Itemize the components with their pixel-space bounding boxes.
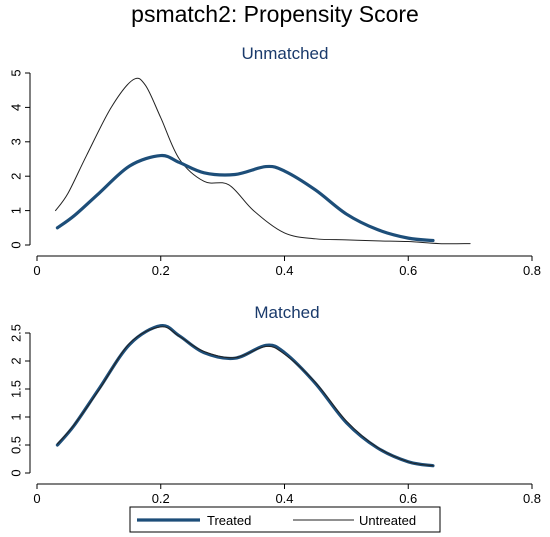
unmatched-panel-title: Unmatched — [242, 44, 329, 63]
matched-treated-density-line — [55, 323, 435, 468]
unmatched-x-tick-label: 0.8 — [523, 263, 541, 278]
matched-y-tick-label: 1 — [8, 413, 23, 420]
legend-label-treated: Treated — [207, 513, 251, 528]
matched-y-tick-label: 2 — [8, 357, 23, 364]
matched-y-tick-label: 2.5 — [8, 324, 23, 342]
matched-y-tick-label: 0.5 — [8, 436, 23, 454]
matched-untreated-density-line — [56, 326, 434, 467]
unmatched-y-tick-label: 5 — [8, 69, 23, 76]
matched-panel: Matched 0 0.2 0.4 0.6 0.8 0 0.5 1 1.5 2 2.5 — [8, 303, 541, 506]
unmatched-y-tick-label: 4 — [8, 104, 23, 111]
unmatched-untreated-density-line — [55, 77, 471, 245]
figure-title: psmatch2: Propensity Score — [131, 1, 419, 27]
matched-x-tick-label: 0.4 — [275, 491, 293, 506]
legend-label-untreated: Untreated — [359, 513, 416, 528]
matched-x-tick-label: 0.8 — [523, 491, 541, 506]
unmatched-y-tick-label: 1 — [8, 207, 23, 214]
unmatched-y-tick-label: 2 — [8, 173, 23, 180]
matched-panel-title: Matched — [254, 303, 319, 322]
matched-x-tick-label: 0.6 — [399, 491, 417, 506]
matched-y-tick-label: 0 — [8, 469, 23, 476]
matched-y-tick-label: 1.5 — [8, 380, 23, 398]
unmatched-x-tick-label: 0 — [33, 263, 40, 278]
unmatched-panel: Unmatched 0 0.2 0.4 0.6 0.8 0 1 2 3 4 5 — [8, 44, 541, 278]
matched-x-tick-label: 0 — [33, 491, 40, 506]
matched-x-tick-label: 0.2 — [152, 491, 170, 506]
unmatched-x-tick-label: 0.6 — [399, 263, 417, 278]
unmatched-x-tick-label: 0.2 — [152, 263, 170, 278]
unmatched-y-tick-label: 3 — [8, 138, 23, 145]
unmatched-y-tick-label: 0 — [8, 241, 23, 248]
unmatched-treated-density-line — [55, 153, 435, 243]
legend: Treated Untreated — [129, 506, 441, 533]
unmatched-x-tick-label: 0.4 — [275, 263, 293, 278]
